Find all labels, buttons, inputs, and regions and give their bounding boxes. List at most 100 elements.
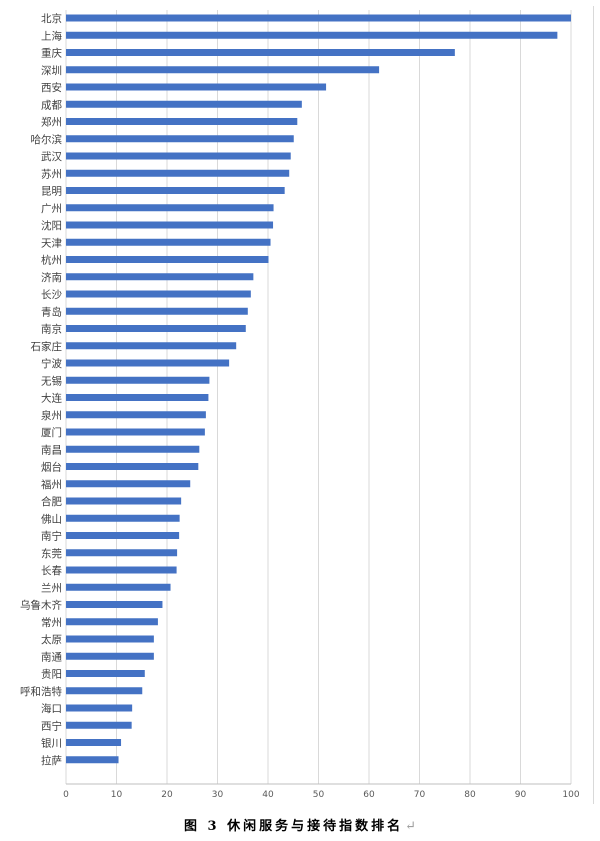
category-label: 杭州 xyxy=(41,254,62,267)
bar xyxy=(66,31,558,39)
category-label: 南京 xyxy=(41,323,62,336)
bar xyxy=(66,601,163,608)
category-label: 天津 xyxy=(41,237,62,249)
category-label: 成都 xyxy=(41,99,62,111)
category-label: 拉萨 xyxy=(41,754,62,767)
x-tick-label: 100 xyxy=(562,790,579,800)
chart-frame: 0 10 20 30 40 50 60 70 80 90 100 北京 上海 重庆 深圳 西安 成都 郑州 哈尔滨武… xyxy=(6,6,594,804)
bar xyxy=(66,221,274,229)
x-tick-label: 30 xyxy=(212,790,224,800)
bar-chart: 0 10 20 30 40 50 60 70 80 90 100 北京上海重庆深圳西安成都郑州哈尔滨武… xyxy=(20,10,580,800)
category-label: 宁波 xyxy=(41,357,62,370)
bar xyxy=(66,739,122,746)
category-label: 常州 xyxy=(41,616,62,629)
bar xyxy=(66,307,248,315)
x-tick-label: 40 xyxy=(262,790,274,800)
category-label: 泉州 xyxy=(41,409,62,422)
bar xyxy=(66,152,291,160)
category-label: 兰州 xyxy=(41,581,62,594)
bar xyxy=(66,169,290,177)
category-label: 南通 xyxy=(41,650,62,663)
category-label: 贵阳 xyxy=(41,668,62,681)
category-label: 西安 xyxy=(41,81,62,94)
bar xyxy=(66,532,180,539)
category-label: 厦门 xyxy=(41,426,62,439)
category-label: 郑州 xyxy=(41,116,62,129)
category-label: 昆明 xyxy=(41,186,62,198)
category-label: 哈尔滨 xyxy=(31,133,63,146)
x-tick-label: 70 xyxy=(414,790,426,800)
category-label: 南宁 xyxy=(41,530,62,543)
bar xyxy=(66,325,246,332)
bar xyxy=(66,66,380,74)
x-tick-label: 0 xyxy=(63,790,69,800)
category-label: 佛山 xyxy=(41,512,62,525)
x-tick-label: 60 xyxy=(363,790,375,800)
x-tick-label: 50 xyxy=(313,790,325,800)
bar xyxy=(66,135,294,143)
category-label: 北京 xyxy=(41,12,62,25)
category-label: 青岛 xyxy=(41,305,62,318)
x-tick-label: 90 xyxy=(515,790,527,800)
bar xyxy=(66,100,302,108)
bar xyxy=(66,256,269,263)
bar xyxy=(66,549,178,557)
bar xyxy=(66,49,455,56)
figure-caption: 图 3 休闲服务与接待指数排名 ↵ xyxy=(0,815,600,834)
bar xyxy=(66,670,145,677)
bar xyxy=(66,756,119,764)
category-label: 石家庄 xyxy=(31,340,63,353)
x-tick-label: 20 xyxy=(161,790,173,800)
category-label: 重庆 xyxy=(41,47,62,60)
bar xyxy=(66,273,254,281)
bar xyxy=(66,118,298,125)
category-label: 上海 xyxy=(41,29,62,42)
category-label: 太原 xyxy=(41,633,62,646)
bar xyxy=(66,480,191,488)
category-label: 福州 xyxy=(41,478,62,491)
bar xyxy=(66,583,171,591)
bar xyxy=(66,204,274,212)
bar xyxy=(66,187,285,194)
category-label: 沈阳 xyxy=(41,219,62,232)
category-label: 西宁 xyxy=(41,719,62,732)
x-tick-label: 80 xyxy=(464,790,476,800)
bar xyxy=(66,687,143,695)
category-label: 大连 xyxy=(41,392,62,405)
bar xyxy=(66,290,251,298)
bar xyxy=(66,342,237,350)
category-label: 长沙 xyxy=(41,289,62,301)
category-label: 南昌 xyxy=(41,443,62,456)
category-label: 深圳 xyxy=(41,65,62,77)
bar xyxy=(66,394,209,401)
bar xyxy=(66,376,210,384)
category-label: 海口 xyxy=(41,702,62,715)
return-mark: ↵ xyxy=(405,819,416,834)
category-label: 武汉 xyxy=(41,150,62,163)
bar xyxy=(66,238,271,246)
category-label: 呼和浩特 xyxy=(20,686,62,698)
category-label: 东莞 xyxy=(41,547,62,560)
category-label: 烟台 xyxy=(41,461,62,474)
bar xyxy=(66,618,158,626)
bar xyxy=(66,566,177,574)
category-label: 乌鲁木齐 xyxy=(20,599,62,612)
caption-text: 图 3 休闲服务与接待指数排名 xyxy=(183,819,404,834)
bar xyxy=(66,635,154,643)
bar xyxy=(66,83,327,91)
bar xyxy=(66,445,200,453)
bar xyxy=(66,704,133,712)
bar xyxy=(66,428,205,436)
bar xyxy=(66,359,230,367)
category-label: 银川 xyxy=(41,737,62,750)
category-label: 无锡 xyxy=(41,374,62,387)
category-label: 广州 xyxy=(41,203,62,215)
category-label: 合肥 xyxy=(41,495,62,508)
bar xyxy=(66,411,206,419)
bar xyxy=(66,14,571,22)
category-label: 济南 xyxy=(41,271,62,284)
bar xyxy=(66,463,199,470)
bar xyxy=(66,652,154,660)
bar xyxy=(66,721,132,729)
bar xyxy=(66,497,182,505)
